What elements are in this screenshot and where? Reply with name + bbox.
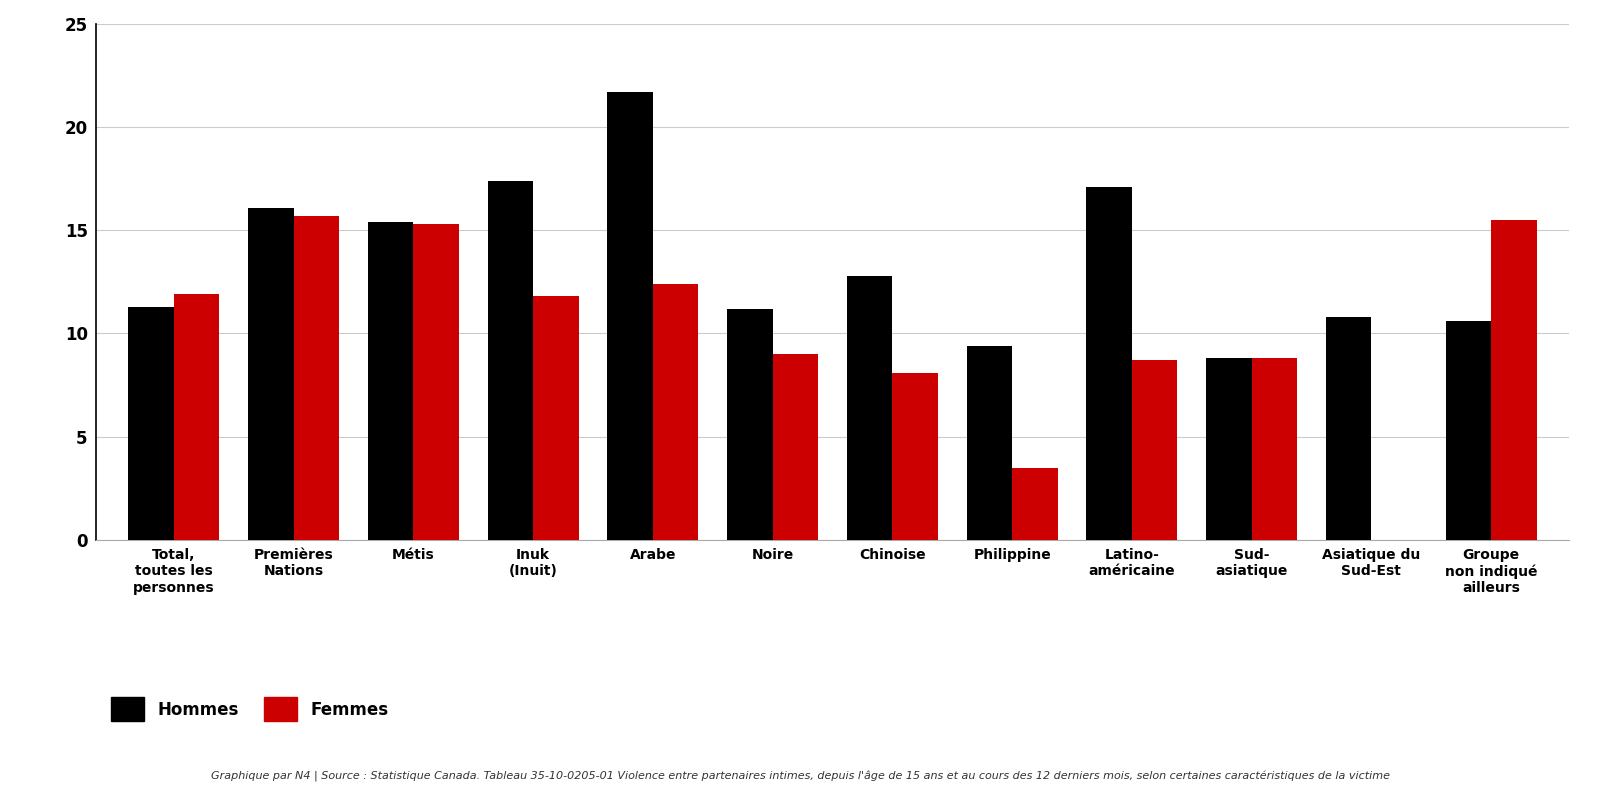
Bar: [1012, 468, 1058, 540]
Bar: [967, 346, 1012, 540]
Text: Graphique par N4 | Source : Statistique Canada. Tableau 35-10-0205-01 Violence e: Graphique par N4 | Source : Statistique …: [211, 771, 1390, 782]
Bar: [248, 207, 293, 540]
Bar: [488, 181, 533, 540]
Bar: [1326, 317, 1372, 540]
Bar: [892, 372, 938, 540]
Bar: [607, 92, 653, 540]
Bar: [1491, 220, 1537, 540]
Bar: [128, 306, 175, 540]
Bar: [1206, 358, 1252, 540]
Bar: [293, 216, 339, 540]
Bar: [533, 296, 578, 540]
Bar: [1132, 360, 1177, 540]
Bar: [653, 284, 698, 540]
Bar: [1087, 187, 1132, 540]
Bar: [847, 276, 892, 540]
Bar: [727, 309, 773, 540]
Bar: [1252, 358, 1297, 540]
Bar: [773, 354, 818, 540]
Bar: [175, 295, 219, 540]
Bar: [413, 224, 459, 540]
Bar: [368, 222, 413, 540]
Legend: Hommes, Femmes: Hommes, Femmes: [104, 691, 395, 728]
Bar: [1446, 321, 1491, 540]
